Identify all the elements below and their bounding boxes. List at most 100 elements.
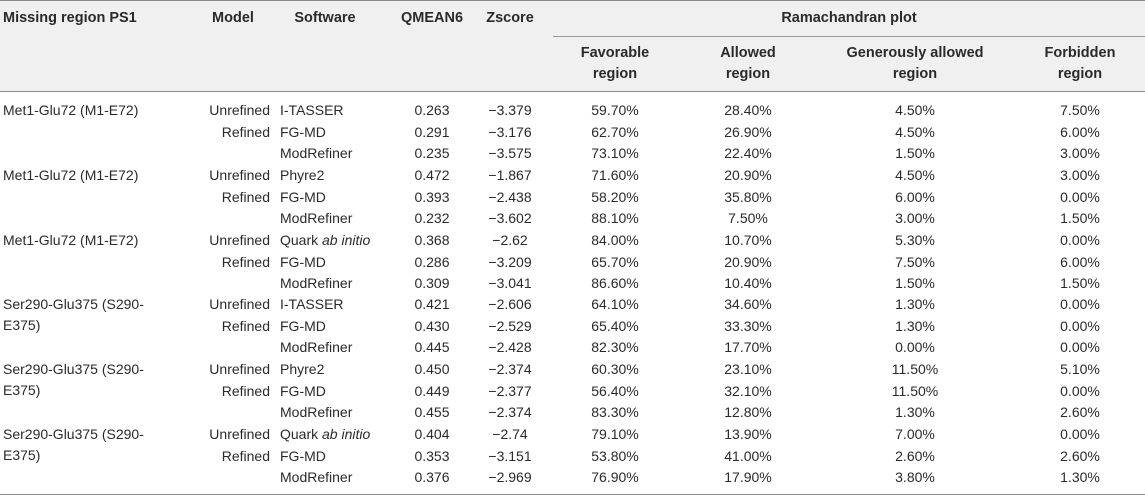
- software-cell: ModRefiner: [280, 210, 353, 226]
- software-cell: ModRefiner: [280, 145, 353, 161]
- header-rule: [0, 91, 1145, 92]
- zscore-cell: −2.606: [488, 296, 532, 312]
- qmean6-cell: 0.421: [414, 296, 450, 312]
- allowed-cell: 20.90%: [724, 167, 772, 183]
- region-label-line2: E375): [3, 447, 41, 463]
- model-cell: Unrefined: [209, 232, 270, 248]
- table-header-background: [0, 0, 1145, 91]
- generously-cell: 11.50%: [891, 361, 939, 377]
- favorable-cell: 82.30%: [591, 339, 639, 355]
- favorable-cell: 65.70%: [591, 253, 639, 270]
- forbidden-cell: 0.00%: [1060, 382, 1100, 399]
- generously-cell: 7.50%: [895, 253, 935, 270]
- forbidden-cell: 0.00%: [1060, 232, 1100, 248]
- qmean6-cell: 0.455: [414, 404, 450, 420]
- forbidden-cell: 6.00%: [1060, 253, 1100, 270]
- zscore-cell: −3.151: [488, 447, 532, 464]
- allowed-cell: 26.90%: [724, 123, 772, 140]
- software-cell: ModRefiner: [280, 404, 353, 420]
- header-forbidden-line1: Forbidden: [1044, 45, 1116, 61]
- allowed-cell: 23.10%: [724, 361, 772, 377]
- model-cell: Refined: [221, 253, 270, 270]
- software-qualifier: ab initio: [322, 232, 371, 248]
- header-generously-line1: Generously allowed: [846, 45, 984, 61]
- forbidden-cell: 1.50%: [1060, 210, 1100, 226]
- forbidden-cell: 2.60%: [1060, 447, 1100, 464]
- zscore-cell: −3.602: [488, 210, 532, 226]
- forbidden-cell: 3.00%: [1060, 145, 1100, 161]
- header-software: Software: [294, 10, 356, 26]
- favorable-cell: 65.40%: [591, 317, 639, 334]
- qmean6-cell: 0.353: [414, 447, 450, 464]
- allowed-cell: 22.40%: [724, 145, 772, 161]
- software-cell: Phyre2: [280, 167, 325, 183]
- allowed-cell: 33.30%: [724, 317, 772, 334]
- qmean6-cell: 0.309: [414, 275, 450, 291]
- forbidden-cell: 1.30%: [1060, 469, 1100, 485]
- region-label-line1: Ser290-Glu375 (S290-: [3, 426, 144, 442]
- favorable-cell: 60.30%: [591, 361, 639, 377]
- generously-cell: 3.00%: [895, 210, 935, 226]
- software-qualifier: ab initio: [322, 426, 371, 442]
- zscore-cell: −2.438: [488, 188, 532, 205]
- favorable-cell: 64.10%: [591, 296, 639, 312]
- header-zscore: Zscore: [486, 10, 534, 26]
- favorable-cell: 79.10%: [591, 426, 639, 442]
- qmean6-cell: 0.232: [414, 210, 450, 226]
- generously-cell: 1.30%: [895, 296, 935, 312]
- zscore-cell: −2.529: [488, 317, 532, 334]
- qmean6-cell: 0.393: [414, 188, 450, 205]
- zscore-cell: −2.428: [488, 339, 532, 355]
- favorable-cell: 58.20%: [591, 188, 639, 205]
- qmean6-cell: 0.472: [414, 167, 450, 183]
- software-cell: FG-MD: [280, 317, 326, 334]
- allowed-cell: 17.70%: [724, 339, 772, 355]
- generously-cell: 11.50%: [891, 382, 939, 399]
- favorable-cell: 88.10%: [591, 210, 639, 226]
- header-allowed-line1: Allowed: [720, 45, 776, 61]
- header-generously-line2: region: [892, 66, 938, 82]
- allowed-cell: 17.90%: [724, 469, 772, 485]
- forbidden-cell: 0.00%: [1060, 296, 1100, 312]
- allowed-cell: 10.70%: [724, 232, 772, 248]
- software-cell: ModRefiner: [280, 469, 353, 485]
- forbidden-cell: 0.00%: [1060, 339, 1100, 355]
- generously-cell: 4.50%: [895, 123, 935, 140]
- forbidden-cell: 2.60%: [1060, 404, 1100, 420]
- zscore-cell: −2.62: [492, 232, 528, 248]
- software-cell: FG-MD: [280, 447, 326, 464]
- zscore-cell: −2.374: [488, 404, 532, 420]
- header-allowed-line2: region: [725, 66, 771, 82]
- qmean6-cell: 0.368: [414, 232, 450, 248]
- software-cell: I-TASSER: [280, 102, 344, 118]
- model-cell: Refined: [221, 382, 270, 399]
- zscore-cell: −2.74: [492, 426, 528, 442]
- favorable-cell: 59.70%: [591, 102, 639, 118]
- allowed-cell: 32.10%: [724, 382, 772, 399]
- software-cell: FG-MD: [280, 188, 326, 205]
- qmean6-cell: 0.235: [414, 145, 450, 161]
- favorable-cell: 84.00%: [591, 232, 639, 248]
- region-label: Met1-Glu72 (M1-E72): [3, 232, 139, 248]
- generously-cell: 5.30%: [895, 232, 935, 248]
- software-cell: I-TASSER: [280, 296, 344, 312]
- region-label: Met1-Glu72 (M1-E72): [3, 167, 139, 183]
- region-label-line2: E375): [3, 382, 41, 398]
- software-cell: FG-MD: [280, 123, 326, 140]
- qmean6-cell: 0.430: [414, 317, 450, 334]
- model-cell: Unrefined: [209, 296, 270, 312]
- header-qmean6: QMEAN6: [400, 10, 464, 26]
- zscore-cell: −3.209: [488, 253, 532, 270]
- allowed-cell: 34.60%: [724, 296, 772, 312]
- favorable-cell: 73.10%: [591, 145, 639, 161]
- model-cell: Refined: [221, 123, 270, 140]
- forbidden-cell: 5.10%: [1060, 361, 1100, 377]
- software-cell: FG-MD: [280, 382, 326, 399]
- forbidden-cell: 0.00%: [1060, 317, 1100, 334]
- qmean6-cell: 0.445: [414, 339, 450, 355]
- zscore-cell: −2.969: [488, 469, 532, 485]
- region-label-line2: E375): [3, 317, 41, 333]
- allowed-cell: 7.50%: [728, 210, 768, 226]
- header-favorable-line2: region: [592, 66, 638, 82]
